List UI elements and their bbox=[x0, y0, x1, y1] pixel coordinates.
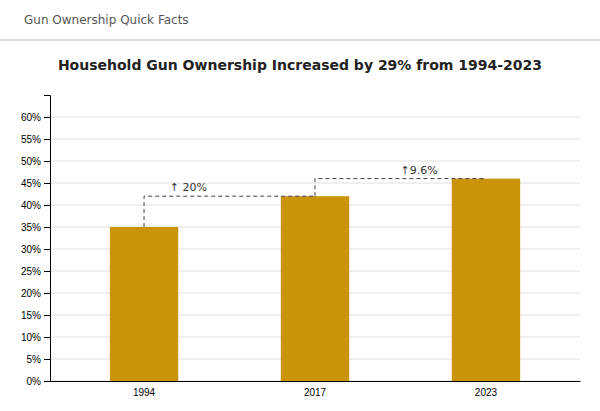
grid-line bbox=[50, 117, 580, 118]
tick-label: 30% bbox=[21, 244, 41, 255]
tick: 45% bbox=[21, 178, 50, 189]
x-axis: 1994 2017 2023 bbox=[51, 382, 581, 399]
tick-label: 55% bbox=[21, 134, 41, 145]
tick: 20% bbox=[21, 288, 50, 299]
annotation: ↑ 20% bbox=[170, 181, 207, 194]
tick-label: 40% bbox=[21, 200, 41, 211]
bar bbox=[452, 179, 520, 381]
tick: 30% bbox=[21, 244, 50, 255]
tick: 55% bbox=[21, 134, 50, 145]
tick-label: 2017 bbox=[304, 387, 327, 398]
tick: 40% bbox=[21, 200, 50, 211]
tick-mark bbox=[44, 205, 50, 206]
tick-mark bbox=[44, 183, 50, 184]
tick-mark bbox=[44, 161, 50, 162]
tick-label: 15% bbox=[21, 310, 41, 321]
tick-mark bbox=[44, 227, 50, 228]
tick: 2017 bbox=[304, 387, 327, 398]
tick-mark bbox=[44, 139, 50, 140]
tick-mark bbox=[44, 117, 50, 118]
tick-label: 45% bbox=[21, 178, 41, 189]
tick-mark bbox=[44, 271, 50, 272]
tick-label: 35% bbox=[21, 222, 41, 233]
tick-label: 1994 bbox=[133, 387, 156, 398]
tick-mark bbox=[44, 337, 50, 338]
tick: 0% bbox=[27, 376, 50, 387]
tick: 5% bbox=[27, 354, 50, 365]
tick-mark bbox=[44, 315, 50, 316]
tick-label: 10% bbox=[21, 332, 41, 343]
tick-mark bbox=[44, 293, 50, 294]
tick-label: 25% bbox=[21, 266, 41, 277]
tick: 50% bbox=[21, 156, 50, 167]
subtitle: Gun Ownership Quick Facts bbox=[24, 13, 189, 27]
tick: 60% bbox=[21, 112, 50, 123]
grid-line bbox=[50, 139, 580, 140]
annotations: ↑ 20% ↑9.6% bbox=[170, 164, 438, 195]
tick-label: 60% bbox=[21, 112, 41, 123]
chart: Gun Ownership Quick Facts Household Gun O… bbox=[0, 0, 600, 411]
tick-label: 20% bbox=[21, 288, 41, 299]
tick: 15% bbox=[21, 310, 50, 321]
bar bbox=[281, 196, 349, 381]
tick-label: 2023 bbox=[475, 387, 498, 398]
grid bbox=[50, 117, 580, 381]
tick-mark bbox=[44, 249, 50, 250]
title: Household Gun Ownership Increased by 29%… bbox=[58, 57, 542, 73]
tick: 25% bbox=[21, 266, 50, 277]
tick: 35% bbox=[21, 222, 50, 233]
tick-mark bbox=[44, 381, 50, 382]
marks bbox=[110, 179, 520, 381]
separator bbox=[0, 40, 600, 41]
y-axis: 0% 5% 10% 15% 20% 25% 30% 35% 40% 45% 50% 55% 60% bbox=[21, 96, 51, 387]
axis-line bbox=[44, 96, 51, 382]
grid-line bbox=[50, 161, 580, 162]
tick-label: 50% bbox=[21, 156, 41, 167]
annotation: ↑9.6% bbox=[400, 164, 437, 177]
annotation-line bbox=[315, 179, 486, 197]
plot: 0% 5% 10% 15% 20% 25% 30% 35% 40% 45% 50% 55% 60% 199… bbox=[21, 96, 581, 399]
tick-label: 0% bbox=[27, 376, 42, 387]
tick-label: 5% bbox=[27, 354, 42, 365]
tick: 10% bbox=[21, 332, 50, 343]
annotation-line bbox=[144, 196, 315, 227]
tick: 2023 bbox=[475, 387, 498, 398]
tick-mark bbox=[44, 359, 50, 360]
tick: 1994 bbox=[133, 387, 156, 398]
axis-line bbox=[51, 381, 581, 382]
bar bbox=[110, 227, 178, 381]
